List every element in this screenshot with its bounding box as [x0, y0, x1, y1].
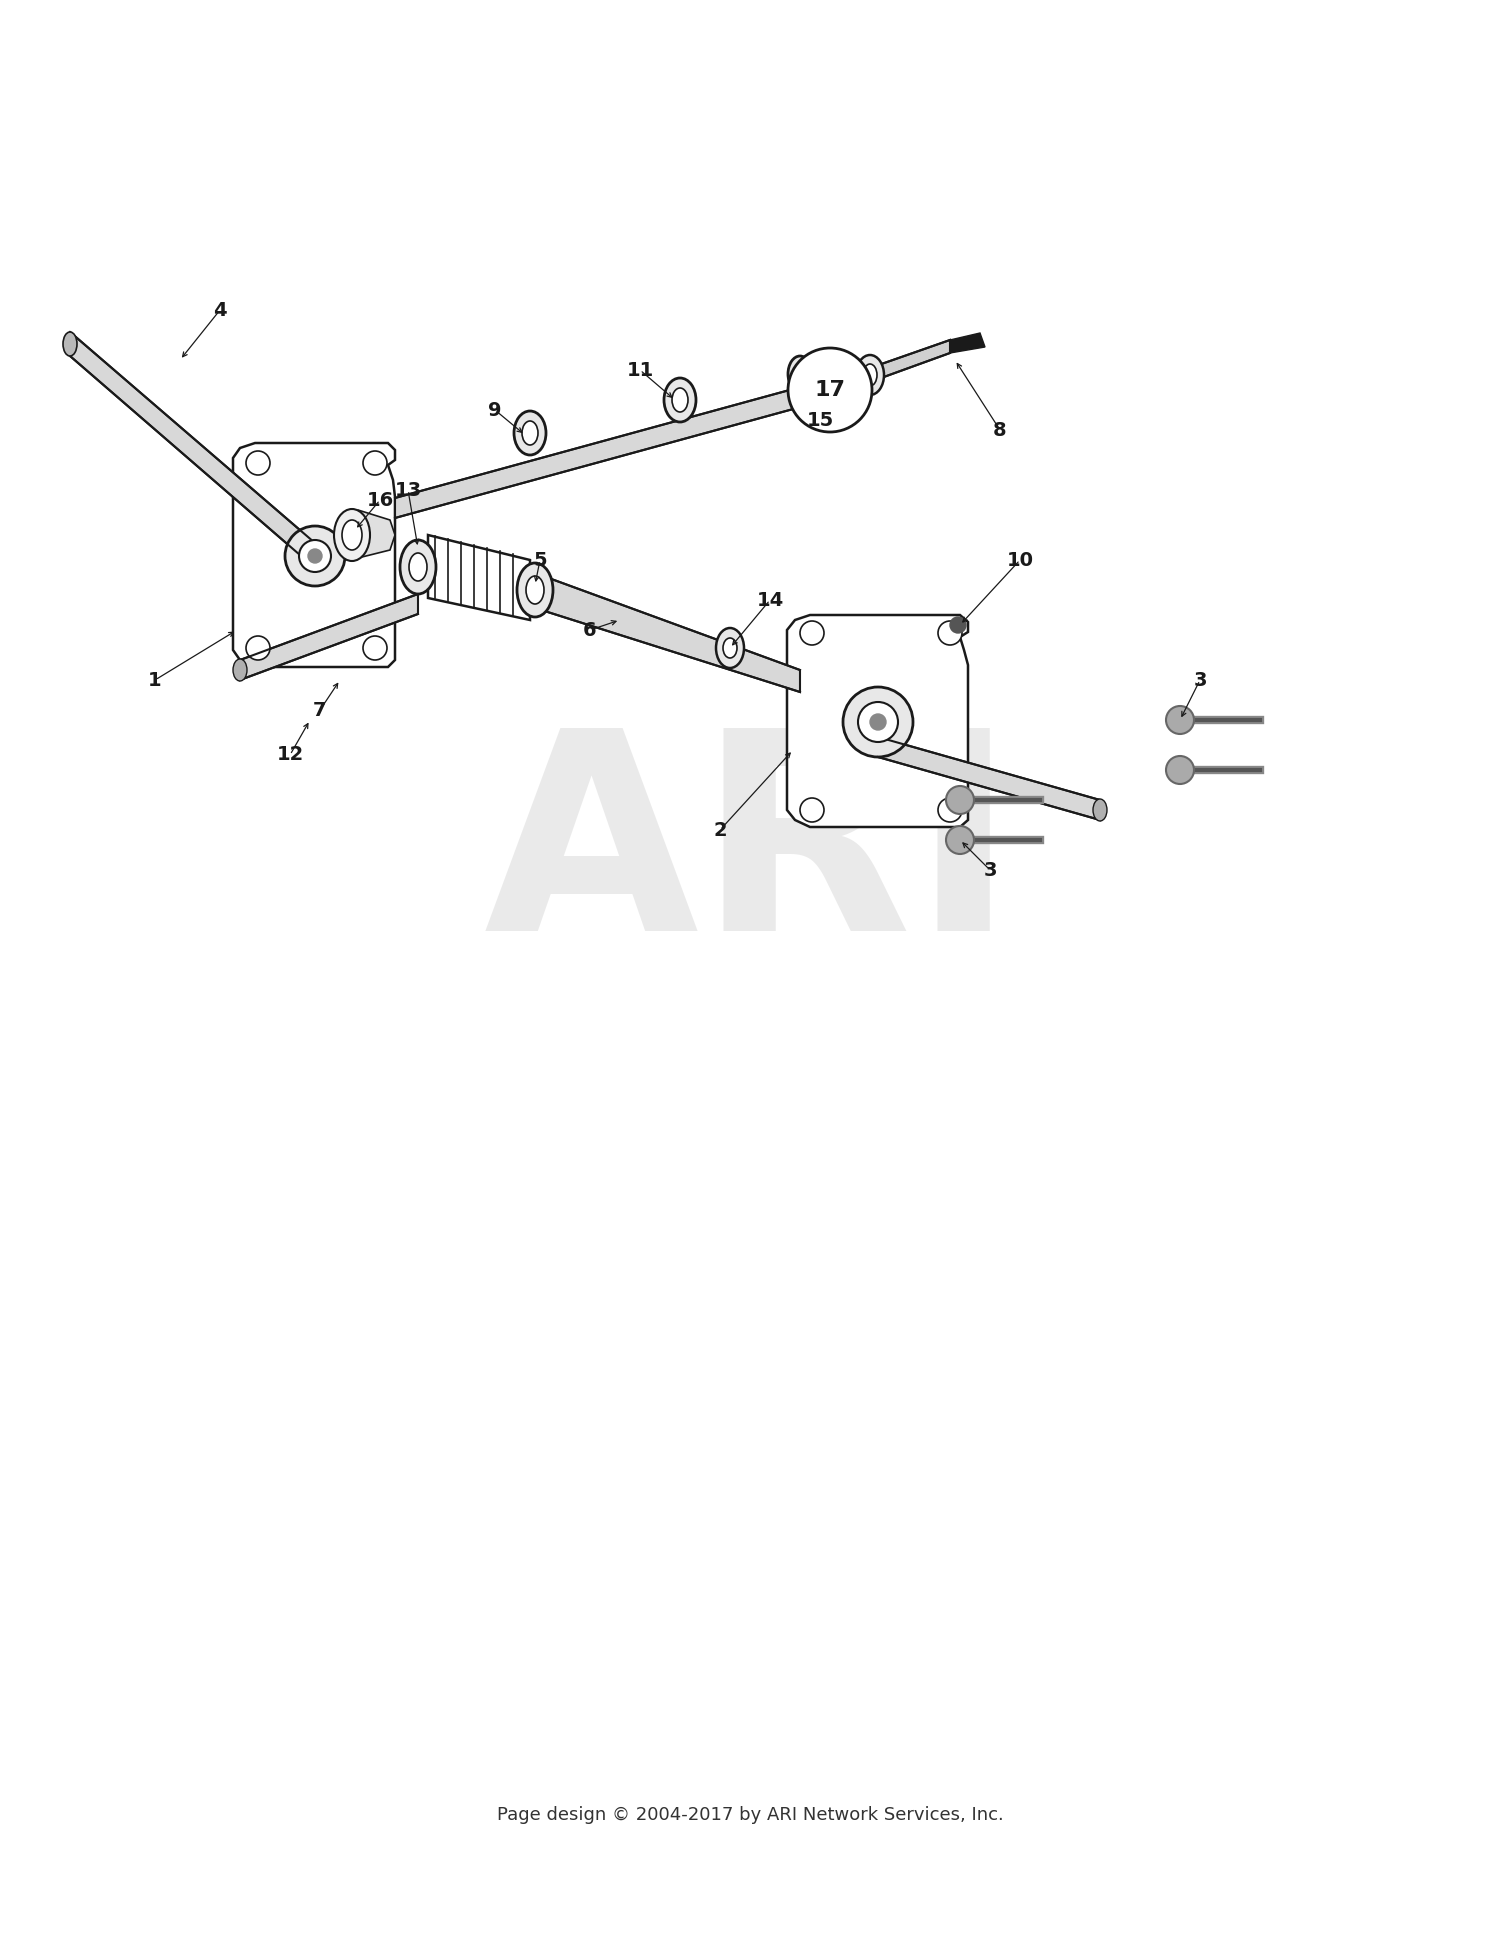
Ellipse shape [342, 520, 362, 549]
Ellipse shape [514, 411, 546, 454]
Ellipse shape [716, 629, 744, 668]
Ellipse shape [794, 365, 806, 384]
Ellipse shape [723, 639, 736, 658]
Polygon shape [788, 615, 968, 827]
Ellipse shape [672, 388, 688, 411]
Polygon shape [536, 573, 800, 693]
Circle shape [285, 526, 345, 586]
Text: Page design © 2004-2017 by ARI Network Services, Inc.: Page design © 2004-2017 by ARI Network S… [496, 1805, 1004, 1825]
Text: 12: 12 [276, 745, 303, 765]
Ellipse shape [518, 563, 554, 617]
Text: 5: 5 [532, 551, 548, 569]
Polygon shape [232, 443, 394, 668]
Circle shape [870, 714, 886, 730]
Ellipse shape [410, 553, 428, 580]
Ellipse shape [1094, 800, 1107, 821]
Circle shape [843, 687, 914, 757]
Text: 13: 13 [394, 481, 422, 499]
Circle shape [1166, 707, 1194, 734]
Circle shape [246, 450, 270, 476]
Ellipse shape [400, 540, 436, 594]
Circle shape [308, 549, 322, 563]
Text: 16: 16 [366, 491, 393, 509]
Text: 2: 2 [712, 821, 728, 840]
Text: 1: 1 [148, 670, 162, 689]
Text: 17: 17 [815, 380, 846, 400]
Circle shape [938, 621, 962, 644]
Ellipse shape [522, 421, 538, 444]
Polygon shape [240, 594, 418, 679]
Text: 3: 3 [1194, 670, 1206, 689]
Polygon shape [358, 510, 394, 557]
Text: 8: 8 [993, 421, 1006, 439]
Text: 3: 3 [984, 860, 996, 879]
Ellipse shape [232, 660, 248, 681]
Text: ARI: ARI [484, 718, 1016, 990]
Polygon shape [427, 536, 530, 619]
Circle shape [946, 786, 974, 813]
Circle shape [946, 827, 974, 854]
Polygon shape [394, 369, 870, 518]
Text: 11: 11 [627, 361, 654, 380]
Circle shape [788, 347, 871, 433]
Ellipse shape [334, 509, 370, 561]
Circle shape [938, 798, 962, 821]
Ellipse shape [664, 378, 696, 421]
Text: 6: 6 [584, 621, 597, 639]
Circle shape [800, 621, 824, 644]
Text: 15: 15 [807, 410, 834, 429]
Circle shape [858, 703, 898, 741]
Circle shape [363, 450, 387, 476]
Circle shape [1166, 755, 1194, 784]
Ellipse shape [862, 365, 877, 386]
Polygon shape [70, 332, 315, 569]
Ellipse shape [856, 355, 883, 396]
Ellipse shape [788, 355, 812, 392]
Ellipse shape [526, 576, 544, 604]
Circle shape [246, 637, 270, 660]
Circle shape [800, 798, 824, 821]
Text: 10: 10 [1007, 551, 1034, 569]
Ellipse shape [63, 332, 76, 355]
Polygon shape [878, 738, 1100, 819]
Polygon shape [870, 340, 950, 382]
Text: 7: 7 [314, 701, 327, 720]
Polygon shape [950, 334, 986, 353]
Text: 4: 4 [213, 301, 226, 320]
Circle shape [363, 637, 387, 660]
Circle shape [950, 617, 966, 633]
Text: 9: 9 [489, 400, 501, 419]
Text: 14: 14 [756, 590, 783, 609]
Circle shape [298, 540, 332, 573]
